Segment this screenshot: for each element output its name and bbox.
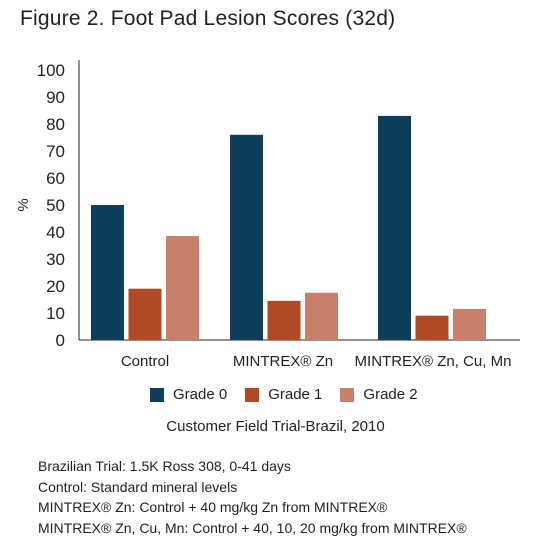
bar-grade-0 — [378, 115, 411, 341]
bar-chart: 0 10 20 30 40 50 60 70 80 90 100% Control MINTREX® Z… — [15, 60, 520, 370]
y-tick-label: 100 — [37, 61, 65, 80]
bar-grade-1 — [267, 300, 301, 340]
bar-grade-2 — [305, 292, 338, 340]
legend-label-grade-1: Grade 1 — [268, 386, 323, 403]
x-tick-label: MINTREX® Zn, Cu, Mn — [355, 353, 512, 370]
note-line: Brazilian Trial: 1.5K Ross 308, 0-41 day… — [38, 458, 291, 474]
y-tick-label: 80 — [46, 115, 65, 134]
legend-label-grade-0: Grade 0 — [173, 386, 228, 403]
note-line: MINTREX® Zn: Control + 40 mg/kg Zn from … — [38, 499, 388, 515]
chart-title: Figure 2. Foot Pad Lesion Scores (32d) — [20, 7, 396, 30]
bar-grade-0 — [91, 205, 124, 340]
y-tick-label: 20 — [46, 277, 65, 296]
chart-subcaption: Customer Field Trial-Brazil, 2010 — [166, 418, 385, 435]
legend-swatch-grade-1 — [245, 387, 260, 402]
legend-swatch-grade-0 — [150, 387, 164, 402]
legend-label-grade-2: Grade 2 — [363, 386, 418, 403]
legend: Grade 0 Grade 1 Grade 2 — [150, 386, 436, 403]
y-tick-label: 30 — [46, 250, 65, 269]
y-axis-label: % — [15, 198, 32, 211]
y-tick-label: 70 — [46, 142, 65, 161]
y-tick-label: 10 — [46, 304, 65, 323]
bar-grade-1 — [415, 315, 449, 340]
y-tick-label: 60 — [46, 169, 65, 188]
legend-item-grade-2: Grade 2 — [340, 386, 418, 403]
bar-grade-1 — [128, 288, 162, 340]
bar-grade-2 — [166, 236, 199, 340]
bar-grade-0 — [230, 134, 263, 340]
y-tick-label: 90 — [46, 88, 65, 107]
y-tick-label: 0 — [56, 331, 65, 350]
legend-swatch-grade-2 — [340, 387, 355, 402]
note-line: Control: Standard mineral levels — [38, 478, 238, 495]
y-tick-label: 40 — [46, 223, 65, 242]
legend-item-grade-0: Grade 0 — [150, 386, 227, 403]
x-tick-label: MINTREX® Zn — [233, 353, 333, 370]
trial-notes: Brazilian Trial: 1.5K Ross 308, 0-41 day… — [38, 456, 467, 538]
legend-item-grade-1: Grade 1 — [245, 386, 322, 403]
x-tick-label: Control — [121, 353, 169, 370]
bar-grade-2 — [453, 308, 486, 340]
note-line: MINTREX® Zn, Cu, Mn: Control + 40, 10, 2… — [38, 519, 467, 536]
y-tick-label: 50 — [46, 196, 65, 215]
